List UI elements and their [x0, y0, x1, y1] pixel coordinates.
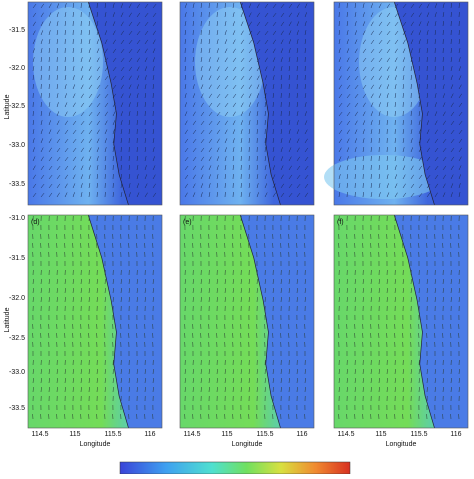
- x-tick-label: 115: [69, 431, 80, 438]
- x-tick-label: 115.5: [257, 431, 274, 438]
- x-axis-label: Longitude: [232, 441, 263, 448]
- panel-label: (e): [183, 219, 192, 226]
- map-panel: [28, 2, 162, 205]
- x-tick-label: 114.5: [338, 431, 355, 438]
- x-tick-label: 114.5: [184, 431, 201, 438]
- y-tick-label: -33.5: [9, 181, 25, 188]
- y-tick-label: -33.0: [9, 142, 25, 149]
- y-tick-label: -32.5: [9, 335, 25, 342]
- y-tick-label: -31.5: [9, 27, 25, 34]
- y-tick-label: -31.5: [9, 255, 25, 262]
- y-tick-label: -33.5: [9, 405, 25, 412]
- y-tick-label: -32.5: [9, 103, 25, 110]
- map-panel: [180, 215, 314, 428]
- x-tick-label: 115: [375, 431, 386, 438]
- x-tick-label: 115: [221, 431, 232, 438]
- y-tick-label: -32.0: [9, 295, 25, 302]
- y-axis-label: Latitude: [4, 307, 11, 332]
- map-panel: [180, 2, 314, 205]
- wind-patch: [33, 7, 103, 117]
- map-panel: [28, 215, 162, 428]
- x-tick-label: 115.5: [411, 431, 428, 438]
- x-tick-label: 114.5: [32, 431, 49, 438]
- x-axis-label: Longitude: [386, 441, 417, 448]
- x-tick-label: 116: [296, 431, 307, 438]
- y-tick-label: -33.0: [9, 369, 25, 376]
- panel-label: (d): [31, 219, 40, 226]
- y-tick-label: -31.0: [9, 215, 25, 222]
- panel-label: (f): [337, 219, 344, 226]
- x-tick-label: 116: [450, 431, 461, 438]
- x-tick-label: 115.5: [105, 431, 122, 438]
- x-axis-label: Longitude: [80, 441, 111, 448]
- colorbar: [120, 462, 350, 474]
- y-tick-label: -32.0: [9, 65, 25, 72]
- map-panel: [334, 215, 468, 428]
- x-tick-label: 116: [144, 431, 155, 438]
- map-panel: [324, 2, 468, 205]
